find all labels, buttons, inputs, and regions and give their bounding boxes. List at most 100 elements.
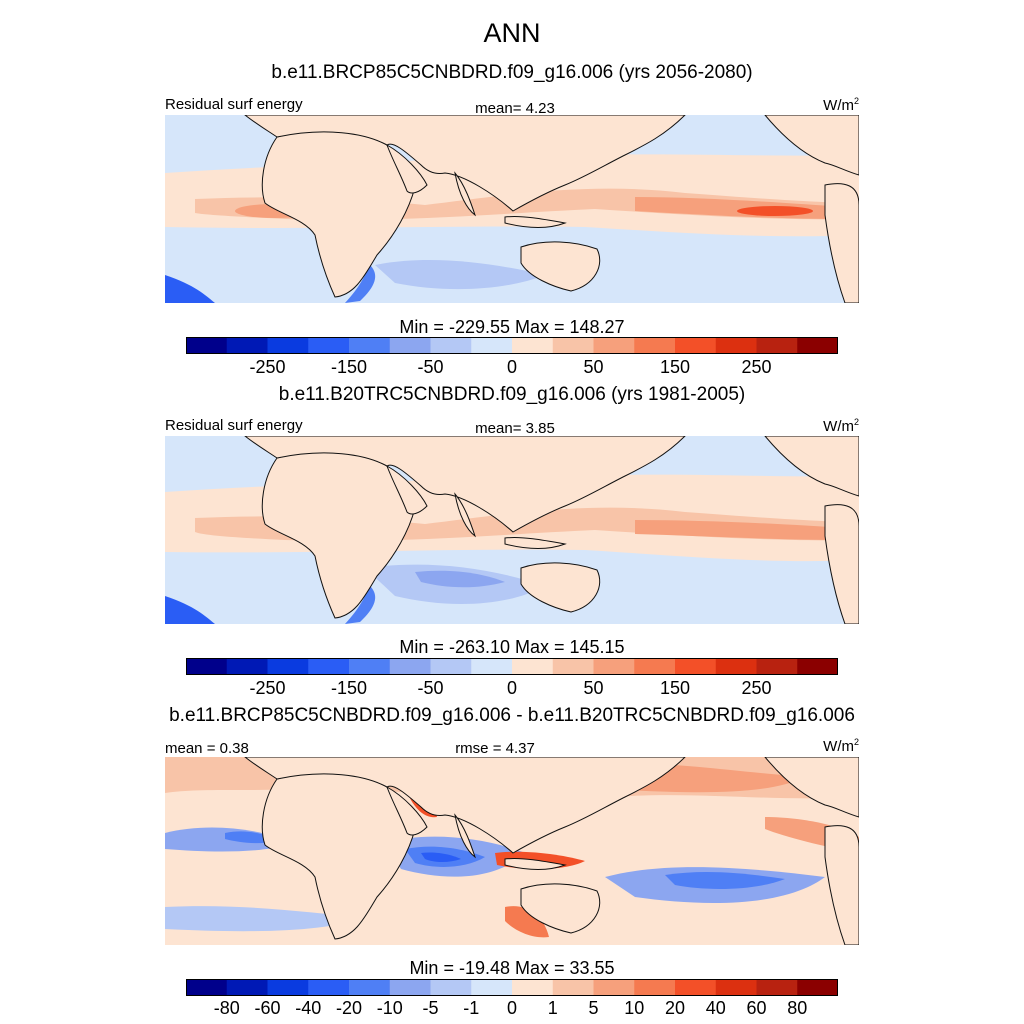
pacific-warm-core	[635, 520, 845, 540]
south-atlantic-cool	[165, 596, 215, 624]
india	[454, 171, 476, 217]
colorbar-tick-label: -250	[249, 357, 286, 377]
colorbar-swatch	[267, 979, 309, 996]
colorbar-swatch	[715, 337, 757, 354]
panel-1-colorbar	[186, 337, 839, 354]
colorbar-swatch	[308, 658, 350, 675]
land-outline	[244, 757, 859, 945]
colorbar-tick-label: -1	[463, 998, 480, 1018]
colorbar-tick-label: -50	[417, 357, 444, 377]
panel-3-map	[165, 757, 859, 945]
colorbar-swatch	[267, 337, 309, 354]
colorbar-tick-label: 40	[705, 998, 726, 1018]
panel-3-rmse-label: rmse = 4.37	[455, 740, 535, 757]
colorbar-swatch	[308, 337, 350, 354]
eurasia	[244, 436, 686, 533]
maritime-continent	[504, 216, 567, 228]
colorbar-swatch	[430, 337, 472, 354]
north-america	[764, 115, 859, 176]
colorbar-tick-label: 60	[746, 998, 767, 1018]
india	[454, 492, 476, 538]
southern-blue-core	[415, 570, 505, 588]
colorbar-swatch	[797, 337, 839, 354]
arabia	[386, 464, 428, 515]
australia	[520, 883, 601, 934]
colorbar-swatch	[634, 658, 676, 675]
colorbar-swatch	[675, 979, 717, 996]
north-america	[764, 757, 859, 818]
colorbar-swatch	[349, 979, 391, 996]
south-warm-patch	[505, 906, 549, 938]
south-atlantic-cool	[165, 275, 215, 303]
colorbar-swatch	[797, 979, 839, 996]
colorbar-tick-label: -150	[330, 357, 368, 377]
colorbar-swatch	[552, 658, 594, 675]
colorbar-swatch	[349, 337, 391, 354]
land-outline	[244, 115, 859, 303]
colorbar-swatch	[226, 658, 268, 675]
colorbar-swatch	[715, 979, 757, 996]
colorbar-swatch	[267, 658, 309, 675]
panel-2-title: b.e11.B20TRC5CNBDRD.f09_g16.006 (yrs 198…	[278, 384, 746, 405]
colorbar-swatches	[186, 979, 839, 996]
southern-blue-band	[375, 260, 545, 290]
colorbar-swatch	[471, 337, 513, 354]
colorbar-tick-label: 250	[741, 678, 772, 698]
panel-3-minmax: Min = -19.48 Max = 33.55	[409, 958, 615, 978]
land-outline	[244, 436, 859, 624]
colorbar-tick-label: -250	[249, 678, 286, 698]
panel-3-colorbar	[186, 979, 839, 996]
panel-1-variable-label: Residual surf energy	[165, 96, 303, 113]
colorbar-tick-label: 1	[547, 998, 558, 1018]
colorbar-swatch	[389, 658, 431, 675]
colorbar-swatch	[797, 658, 839, 675]
colorbar-tick-label: -60	[254, 998, 281, 1018]
colorbar-tick-label: -10	[376, 998, 403, 1018]
panel-3-mean-label: mean = 0.38	[165, 740, 249, 757]
panel-2-map	[165, 436, 859, 624]
colorbar-swatch	[675, 658, 717, 675]
colorbar-tick-label: -150	[330, 678, 368, 698]
panel-1-map	[165, 115, 859, 303]
colorbar-tick-label: 80	[787, 998, 808, 1018]
pacific-blue-core	[665, 872, 785, 889]
colorbar-swatch	[226, 337, 268, 354]
colorbar-swatch	[593, 337, 635, 354]
colorbar-swatch	[226, 979, 268, 996]
colorbar-swatch	[552, 979, 594, 996]
colorbar-tick-label: 20	[664, 998, 686, 1018]
colorbar-swatch	[756, 979, 798, 996]
agulhas-current	[345, 265, 376, 303]
maritime-continent	[504, 858, 567, 870]
colorbar-tick-label: 0	[506, 998, 518, 1018]
colorbar-tick-label: 150	[659, 678, 691, 698]
colorbar-swatches	[186, 337, 839, 354]
colorbar-swatch	[308, 979, 350, 996]
colorbar-tick-label: -20	[335, 998, 363, 1018]
main-title: ANN	[483, 18, 541, 48]
panel-3-title: b.e11.BRCP85C5CNBDRD.f09_g16.006 - b.e11…	[169, 705, 855, 726]
eurasia	[244, 115, 686, 212]
colorbar-tick-label: -80	[213, 998, 240, 1018]
colorbar-swatch	[675, 337, 717, 354]
colorbar-swatch	[471, 979, 513, 996]
colorbar-swatch	[471, 658, 513, 675]
colorbar-tick-label: 5	[588, 998, 599, 1018]
panel-1-minmax: Min = -229.55 Max = 148.27	[399, 317, 625, 337]
colorbar-swatch	[430, 658, 472, 675]
colorbar-swatch	[512, 979, 554, 996]
panel-1-mean-label: mean= 4.23	[475, 100, 555, 117]
colorbar-swatch	[634, 337, 676, 354]
colorbar-swatch	[186, 337, 228, 354]
colorbar-tick-label: 50	[583, 357, 604, 377]
panel-2-minmax: Min = -263.10 Max = 145.15	[399, 637, 625, 657]
colorbar-tick-label: 0	[506, 357, 518, 377]
colorbar-swatch	[593, 658, 635, 675]
colorbar-tick-label: -50	[417, 678, 444, 698]
india	[454, 813, 476, 859]
arabia	[386, 143, 428, 194]
panel-1-title: b.e11.BRCP85C5CNBDRD.f09_g16.006 (yrs 20…	[271, 62, 753, 83]
south-america	[824, 825, 859, 945]
southern-cool	[165, 906, 365, 932]
pacific-hot-spot	[737, 206, 813, 216]
